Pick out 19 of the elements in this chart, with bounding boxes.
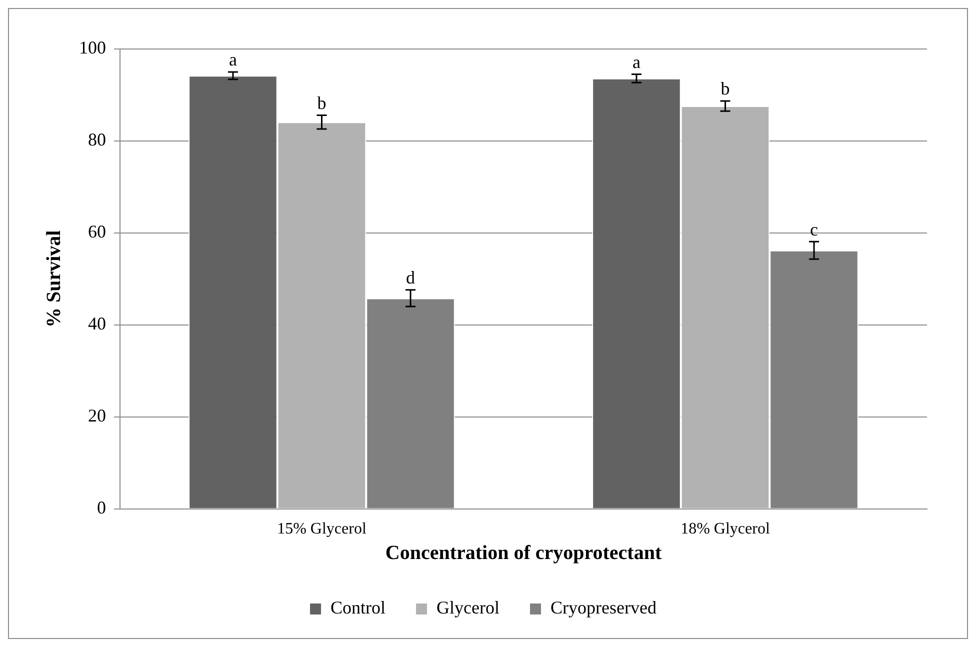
y-tick-label: 60 [88, 222, 106, 242]
annotation: d [406, 268, 416, 288]
legend-label: Glycerol [436, 598, 500, 618]
annotation: b [720, 78, 730, 99]
annotation: c [810, 219, 818, 240]
annotation: a [632, 52, 640, 72]
legend-label: Cryopreserved [550, 598, 656, 618]
legend-label: Control [330, 598, 386, 618]
y-tick-label: 0 [97, 498, 106, 518]
y-axis-title: % Survival [43, 230, 66, 328]
annotation: a [228, 50, 237, 70]
y-tick-label: 40 [88, 314, 106, 334]
x-axis-title: Concentration of cryoprotectant [385, 542, 662, 564]
y-tick-label: 20 [88, 406, 106, 426]
y-tick-label: 100 [79, 38, 106, 58]
y-tick-label: 80 [88, 130, 106, 150]
x-tick-label: 18% Glycerol [680, 520, 770, 538]
x-tick-label: 15% Glycerol [277, 520, 367, 538]
annotation: b [317, 92, 326, 113]
